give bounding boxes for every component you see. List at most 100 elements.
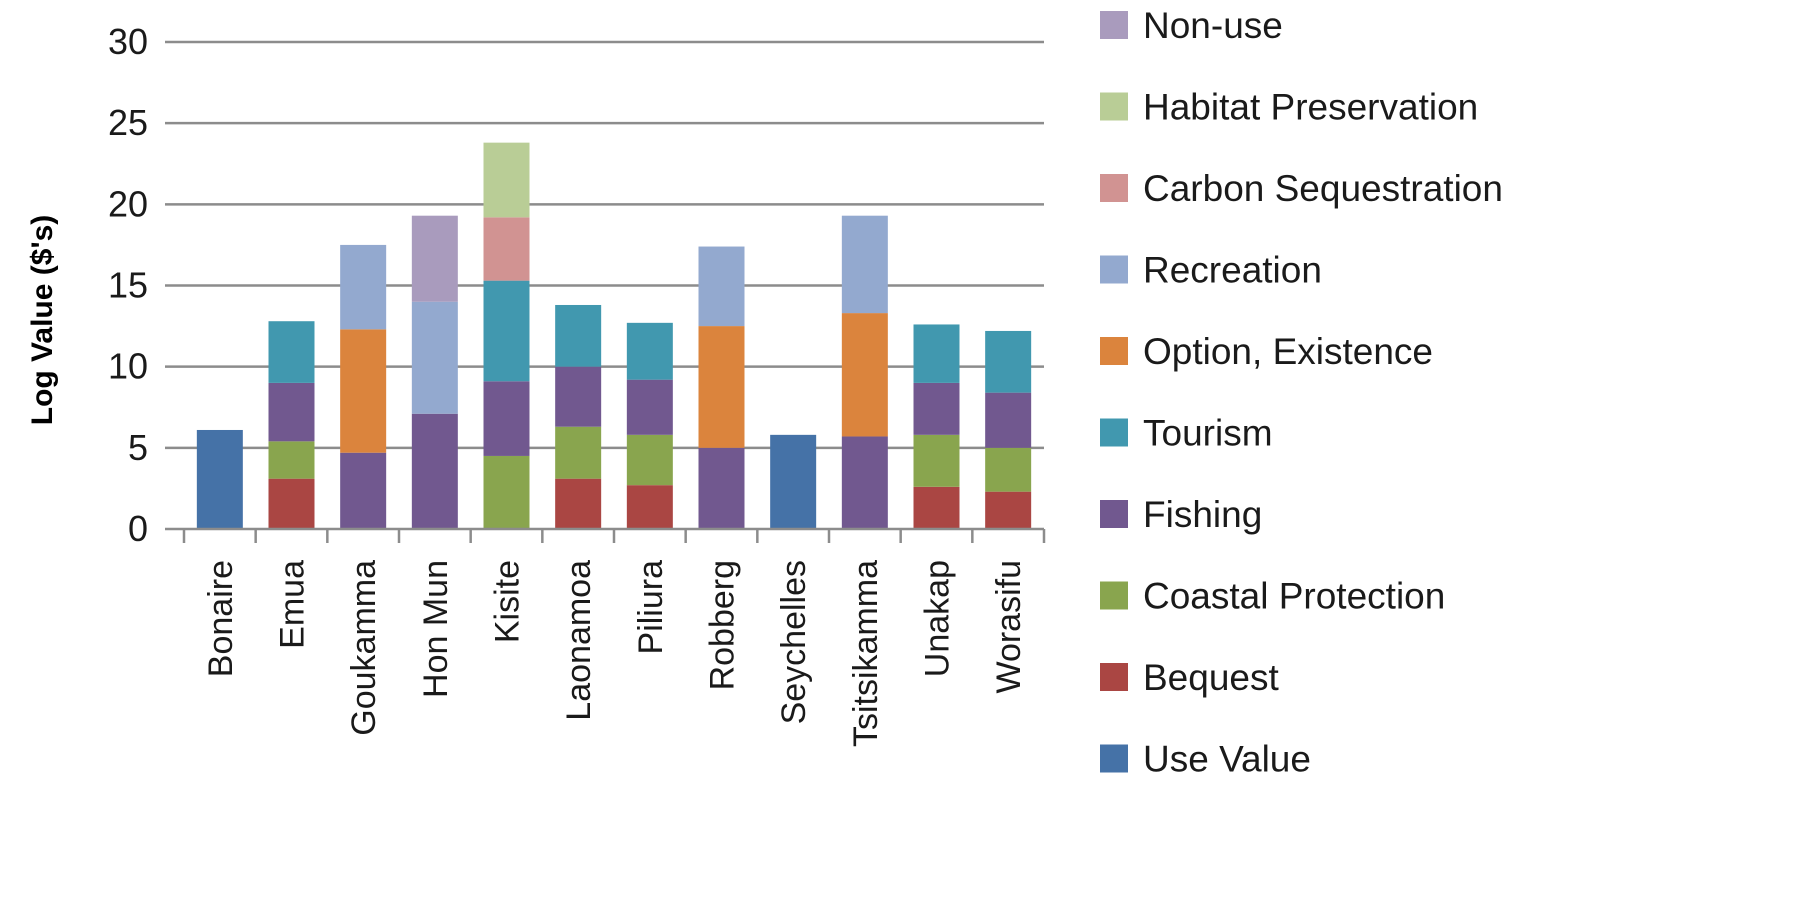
y-tick-label: 10 (108, 346, 148, 387)
bars (196, 142, 1032, 529)
x-tick-label: Worasifu (990, 560, 1028, 694)
bar-stack (841, 215, 888, 529)
legend-item: Option, Existence (1100, 331, 1433, 372)
legend-item: Use Value (1100, 739, 1311, 780)
legend-label: Use Value (1143, 739, 1311, 780)
bar-segment (841, 313, 888, 437)
bar-segment (483, 455, 530, 529)
bar-stack (483, 142, 530, 529)
legend-item: Bequest (1100, 657, 1279, 698)
y-tick-label: 25 (108, 102, 148, 143)
bar-segment (268, 321, 315, 383)
bar-segment (483, 381, 530, 456)
bar-segment (985, 392, 1032, 448)
bar-segment (411, 301, 458, 414)
x-tick-label: Kisite (489, 560, 527, 643)
bar-stack (411, 215, 458, 529)
bar-segment (770, 434, 817, 529)
bar-segment (913, 434, 960, 487)
legend-swatch (1100, 418, 1128, 447)
x-tick-label: Bonaire (202, 560, 240, 677)
bar-segment (555, 426, 602, 479)
bar-segment (483, 142, 530, 218)
bar-stack (770, 434, 817, 529)
legend-item: Non-use (1100, 5, 1283, 46)
bar-segment (913, 324, 960, 383)
bar-stack (555, 304, 602, 529)
bar-segment (841, 215, 888, 314)
bar-segment (841, 436, 888, 529)
legend-swatch (1100, 337, 1128, 365)
legend-label: Carbon Sequestration (1143, 168, 1503, 209)
bar-stack (268, 321, 315, 529)
bar-stack (698, 246, 745, 529)
bar-segment (483, 280, 530, 382)
bar-segment (913, 486, 960, 529)
y-tick-label: 0 (128, 508, 148, 549)
y-axis-label: Log Value ($'s) (26, 215, 59, 426)
legend-swatch (1100, 92, 1128, 121)
bar-segment (483, 217, 530, 281)
bar-segment (626, 379, 673, 435)
legend-label: Non-use (1143, 5, 1283, 46)
bar-segment (411, 215, 458, 302)
legend-item: Tourism (1100, 413, 1273, 454)
legend-swatch (1100, 174, 1128, 202)
legend-item: Fishing (1100, 494, 1262, 535)
bar-segment (985, 447, 1032, 492)
x-tick-label: Unakap (919, 560, 957, 677)
bar-segment (985, 330, 1032, 393)
bar-segment (698, 246, 745, 327)
y-tick-label: 20 (108, 183, 148, 224)
legend-label: Habitat Preservation (1143, 87, 1478, 128)
legend-label: Recreation (1143, 250, 1322, 291)
x-tick-label: Hon Mun (417, 560, 455, 698)
legend-item: Recreation (1100, 250, 1322, 291)
bar-segment (698, 447, 745, 529)
bar-stack (985, 330, 1032, 529)
bar-segment (268, 478, 315, 529)
bar-segment (555, 304, 602, 367)
bar-segment (196, 429, 243, 529)
legend-swatch (1100, 744, 1128, 773)
legend-swatch (1100, 581, 1128, 610)
bar-stack (626, 322, 673, 529)
bar-segment (698, 326, 745, 448)
x-tick-label: Tsitsikamma (847, 560, 885, 747)
x-tick-label: Seychelles (775, 560, 813, 724)
y-tick-labels: 0 5 10 15 20 25 30 (108, 21, 148, 549)
bar-segment (340, 452, 387, 529)
legend-label: Tourism (1143, 413, 1273, 454)
bar-segment (555, 478, 602, 529)
bar-stack (913, 324, 960, 529)
bar-segment (626, 322, 673, 380)
x-tick-label: Laonamoa (560, 560, 598, 721)
x-tick-label: Goukamma (345, 560, 383, 736)
y-tick-label: 15 (108, 265, 148, 306)
bar-segment (268, 382, 315, 442)
bar-segment (268, 441, 315, 479)
bar-segment (555, 366, 602, 427)
bar-segment (626, 434, 673, 486)
x-tick-label: Robberg (704, 560, 742, 690)
legend-item: Habitat Preservation (1100, 87, 1478, 128)
legend-swatch (1100, 500, 1128, 528)
legend-item: Coastal Protection (1100, 576, 1445, 617)
bar-segment (913, 382, 960, 435)
legend-label: Option, Existence (1143, 331, 1433, 372)
bar-segment (985, 491, 1032, 529)
bar-segment (411, 413, 458, 529)
axes (165, 527, 1046, 543)
bar-stack (196, 429, 243, 529)
x-tick-labels: Bonaire Emua Goukamma Hon Mun Kisite Laonamoa… (202, 560, 1028, 747)
bar-stack (340, 244, 387, 529)
legend-item: Carbon Sequestration (1100, 168, 1503, 209)
legend-label: Bequest (1143, 657, 1279, 698)
legend: Non-use Habitat Preservation Carbon Seques… (1100, 5, 1503, 780)
x-tick-label: Piliura (632, 560, 670, 655)
y-tick-label: 30 (108, 21, 148, 62)
y-tick-label: 5 (128, 427, 148, 468)
bar-segment (340, 244, 387, 330)
legend-label: Fishing (1143, 494, 1262, 535)
